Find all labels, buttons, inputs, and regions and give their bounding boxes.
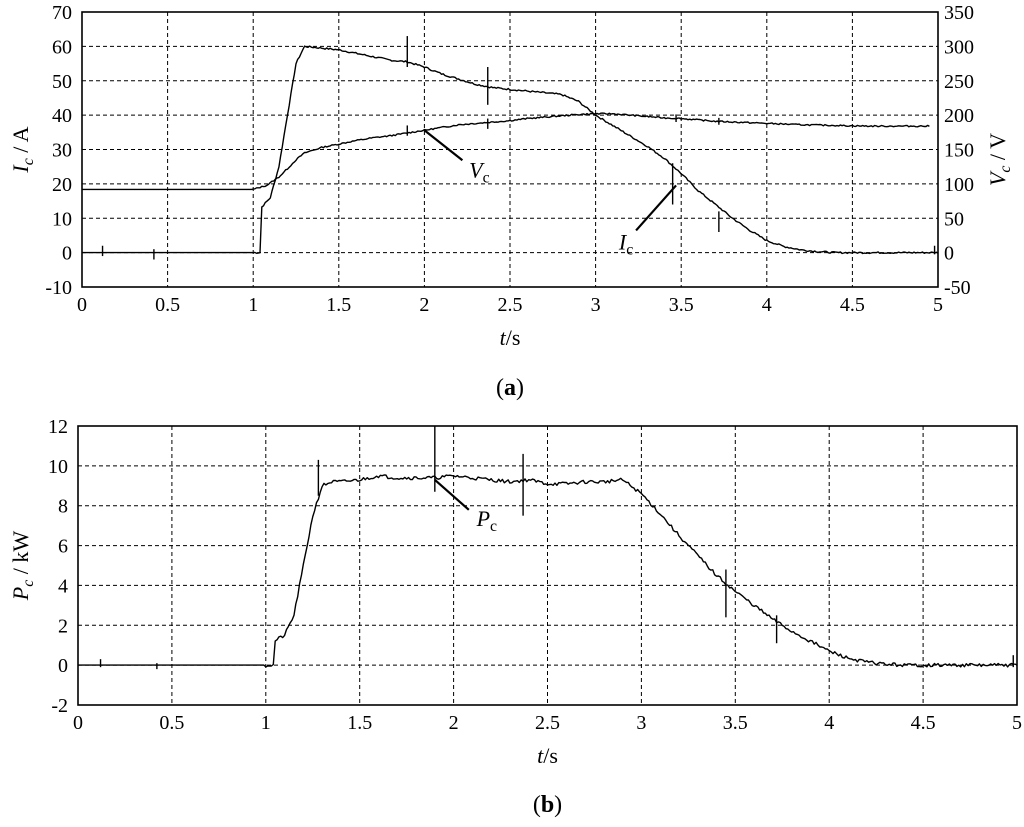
x-tick-label: 1 [261, 712, 271, 734]
y-left-tick-label: 60 [52, 36, 72, 58]
x-tick-label: 5 [933, 294, 943, 316]
x-tick-label: 3 [636, 712, 646, 734]
y-tick-label: 0 [58, 655, 68, 677]
y-left-tick-label: 50 [52, 71, 72, 93]
x-tick-label: 2.5 [498, 294, 523, 316]
y-left-tick-label: -10 [45, 277, 72, 299]
x-axis-label: t/s [500, 325, 521, 350]
y-left-tick-label: 10 [52, 208, 72, 230]
y-right-tick-label: 100 [944, 174, 974, 196]
y-tick-label: 10 [48, 456, 68, 478]
vc-annotation: Vc [469, 157, 489, 186]
y-right-tick-label: 0 [944, 243, 954, 265]
pc-annotation: Pc [476, 506, 497, 535]
ic-series-line [82, 45, 939, 255]
x-tick-label: 4.5 [911, 712, 936, 734]
y-left-tick-label: 70 [52, 2, 72, 24]
x-tick-label: 2.5 [535, 712, 560, 734]
x-tick-label: 1.5 [347, 712, 372, 734]
x-axis-label: t/s [537, 743, 558, 768]
x-tick-label: 1 [248, 294, 258, 316]
y-tick-label: 6 [58, 536, 68, 558]
x-tick-label: 4 [824, 712, 834, 734]
x-tick-label: 0.5 [155, 294, 180, 316]
y-left-tick-label: 20 [52, 174, 72, 196]
plot-frame [81, 11, 939, 288]
y-tick-label: 12 [48, 416, 68, 438]
y-axis-label: Pc / kW [8, 531, 37, 602]
panel-b-caption: (b) [533, 792, 562, 818]
x-tick-label: 4.5 [840, 294, 865, 316]
y-tick-label: 2 [58, 615, 68, 637]
x-tick-label: 3 [591, 294, 601, 316]
vc-series-line [82, 112, 930, 191]
panel-a-caption: (a) [496, 375, 524, 401]
y-right-tick-label: 150 [944, 140, 974, 162]
plot-frame [77, 425, 1018, 706]
y-right-tick-label: 300 [944, 36, 974, 58]
x-tick-label: 3.5 [669, 294, 694, 316]
x-tick-label: 0 [77, 294, 87, 316]
x-tick-label: 0.5 [159, 712, 184, 734]
vc-leader-line [423, 129, 464, 162]
pc-series-line [78, 474, 1018, 668]
y-right-tick-label: 50 [944, 208, 964, 230]
y-left-tick-label: 30 [52, 140, 72, 162]
y-right-tick-label: 250 [944, 71, 974, 93]
ic-leader-line [635, 184, 677, 232]
x-tick-label: 5 [1012, 712, 1022, 734]
y-tick-label: 4 [58, 575, 68, 597]
y-tick-label: 8 [58, 496, 68, 518]
pc-leader-line [434, 478, 470, 511]
y-right-tick-label: 350 [944, 2, 974, 24]
x-tick-label: 4 [762, 294, 772, 316]
x-tick-label: 0 [73, 712, 83, 734]
y-right-axis-label: Vc / V [985, 133, 1014, 186]
y-left-tick-label: 40 [52, 105, 72, 127]
panel-a-chart: 0 0.5 1 1.5 2 2.5 3 3.5 4 4.5 5-10010203040506070-… [8, 2, 1014, 401]
x-tick-label: 2 [419, 294, 429, 316]
x-tick-label: 2 [449, 712, 459, 734]
y-right-tick-label: 200 [944, 105, 974, 127]
y-left-axis-label: Ic / A [8, 126, 37, 173]
x-tick-label: 3.5 [723, 712, 748, 734]
ic-annotation: Ic [618, 229, 633, 258]
y-right-tick-label: -50 [944, 277, 971, 299]
y-left-tick-label: 0 [62, 243, 72, 265]
y-tick-label: -2 [51, 695, 68, 717]
x-tick-label: 1.5 [326, 294, 351, 316]
